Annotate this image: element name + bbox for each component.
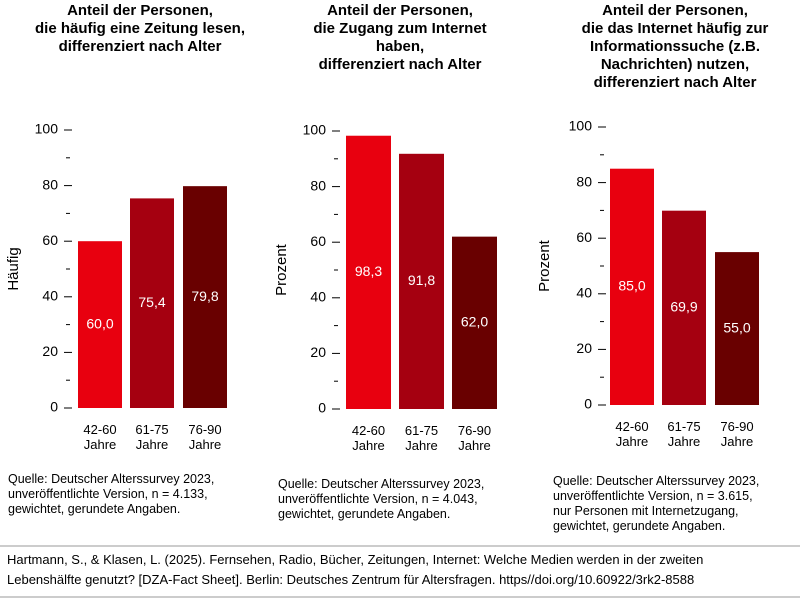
- bar: [610, 168, 654, 405]
- y-tick-label: 100: [35, 121, 59, 137]
- x-tick-label: 42-60 Jahre: [351, 423, 386, 453]
- y-tick-label: 60: [310, 233, 326, 249]
- value-label: 60,0: [86, 315, 113, 331]
- x-tick-label: 61-75 Jahre: [135, 422, 169, 452]
- y-tick-label: 20: [576, 340, 592, 356]
- value-label: 75,4: [138, 294, 165, 310]
- x-tick-label: 61-75 Jahre: [404, 423, 439, 453]
- y-tick-label: 100: [569, 118, 593, 134]
- chart-title: Anteil der Personen, die häufig eine Zei…: [34, 2, 246, 55]
- bar: [346, 135, 391, 409]
- value-label: 79,8: [191, 288, 218, 304]
- chart-title: Anteil der Personen, die Zugang zum Inte…: [313, 2, 487, 73]
- source-note: Quelle: Deutscher Alterssurvey 2023, unv…: [8, 472, 215, 516]
- value-label: 62,0: [461, 314, 488, 330]
- x-tick-label: 76-90 Jahre: [188, 422, 222, 452]
- bar: [130, 198, 174, 408]
- value-label: 98,3: [355, 263, 382, 279]
- y-tick-label: 80: [310, 177, 326, 193]
- x-tick-label: 76-90 Jahre: [720, 419, 754, 449]
- bar: [78, 241, 122, 408]
- y-tick-label: 40: [42, 288, 58, 304]
- y-tick-label: 20: [310, 344, 326, 360]
- bar: [399, 153, 444, 409]
- chart-title: Anteil der Personen, die das Internet hä…: [581, 2, 769, 91]
- y-axis-label: Prozent: [273, 243, 290, 296]
- y-axis-label: Prozent: [536, 239, 553, 292]
- y-tick-label: 100: [303, 122, 327, 138]
- bar: [183, 186, 227, 408]
- citation: Hartmann, S., & Klasen, L. (2025). Ferns…: [7, 552, 704, 587]
- x-tick-label: 42-60 Jahre: [615, 419, 649, 449]
- y-tick-label: 60: [576, 229, 592, 245]
- bar: [662, 210, 706, 405]
- y-tick-label: 40: [576, 285, 592, 301]
- value-label: 85,0: [618, 278, 645, 294]
- x-tick-label: 42-60 Jahre: [83, 422, 117, 452]
- x-tick-label: 76-90 Jahre: [457, 423, 492, 453]
- y-tick-label: 0: [318, 400, 326, 416]
- y-tick-label: 80: [576, 173, 592, 189]
- bar: [715, 252, 759, 405]
- source-note: Quelle: Deutscher Alterssurvey 2023, unv…: [278, 477, 485, 521]
- value-label: 55,0: [723, 319, 750, 335]
- y-tick-label: 20: [42, 343, 58, 359]
- y-tick-label: 0: [50, 399, 58, 415]
- y-tick-label: 40: [310, 289, 326, 305]
- source-note: Quelle: Deutscher Alterssurvey 2023, unv…: [553, 474, 760, 533]
- y-tick-label: 80: [42, 176, 58, 192]
- value-label: 91,8: [408, 272, 435, 288]
- bar: [452, 236, 497, 409]
- y-tick-label: 60: [42, 232, 58, 248]
- value-label: 69,9: [670, 299, 697, 315]
- y-tick-label: 0: [584, 396, 592, 412]
- y-axis-label: Häufig: [5, 247, 22, 290]
- x-tick-label: 61-75 Jahre: [667, 419, 701, 449]
